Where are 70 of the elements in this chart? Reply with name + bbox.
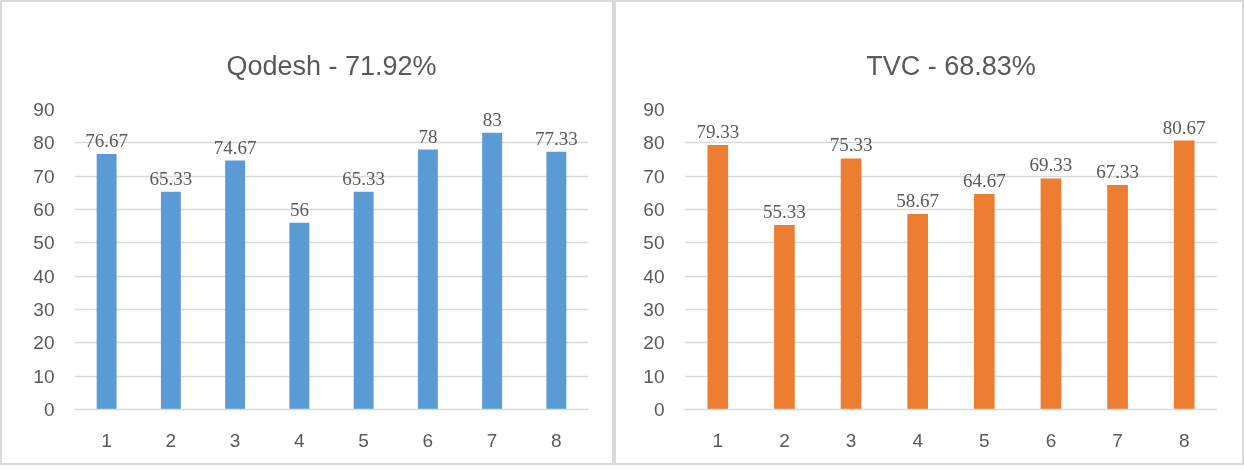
x-tick-label: 8 (1178, 429, 1190, 451)
data-label: 64.67 (962, 169, 1006, 191)
bar (225, 160, 246, 410)
bar (160, 191, 181, 410)
bar (840, 158, 862, 410)
bar (1040, 178, 1062, 410)
x-tick-label: 6 (1045, 429, 1057, 451)
y-tick-label: 60 (33, 199, 55, 220)
x-tick-label: 5 (358, 429, 369, 451)
y-tick-label: 60 (643, 199, 665, 220)
data-label: 76.67 (85, 129, 128, 151)
x-tick-label: 1 (712, 429, 724, 451)
y-tick-label: 90 (643, 99, 665, 120)
chart-title: TVC - 68.83% (866, 50, 1036, 81)
bar (973, 193, 995, 410)
bar (907, 213, 929, 410)
y-tick-label: 70 (33, 165, 55, 187)
data-label: 55.33 (763, 201, 806, 223)
bar (96, 153, 117, 410)
y-tick-label: 10 (33, 365, 55, 387)
y-tick-label: 20 (33, 332, 55, 354)
data-label: 58.67 (896, 189, 940, 211)
data-label: 74.67 (213, 136, 257, 158)
y-tick-label: 40 (33, 265, 55, 287)
x-tick-label: 7 (1112, 429, 1123, 451)
y-tick-label: 30 (643, 299, 665, 320)
y-tick-label: 80 (643, 132, 665, 154)
x-tick-label: 3 (845, 429, 857, 451)
chart-title: Qodesh - 71.92% (226, 50, 437, 81)
bar (546, 151, 567, 410)
data-label: 65.33 (342, 167, 385, 189)
y-tick-label: 50 (643, 232, 665, 254)
data-label: 56 (289, 198, 309, 220)
y-tick-label: 80 (33, 132, 55, 154)
data-label: 65.33 (149, 167, 193, 189)
bar (707, 145, 729, 410)
data-label: 78 (418, 125, 438, 147)
bar (482, 132, 503, 410)
data-label: 67.33 (1096, 161, 1139, 183)
data-label: 83 (482, 108, 502, 130)
bar (289, 222, 310, 410)
x-tick-label: 4 (294, 429, 306, 451)
x-tick-label: 2 (779, 429, 790, 451)
y-tick-label: 0 (653, 399, 665, 420)
y-tick-label: 0 (43, 399, 55, 420)
y-tick-label: 40 (643, 265, 665, 287)
data-label: 80.67 (1162, 116, 1206, 138)
bar (774, 225, 795, 410)
x-tick-label: 2 (165, 429, 177, 451)
data-label: 79.33 (696, 121, 740, 143)
x-tick-label: 8 (551, 429, 562, 451)
x-tick-label: 4 (912, 429, 924, 451)
x-tick-label: 6 (422, 429, 434, 451)
y-tick-label: 30 (33, 299, 55, 320)
y-tick-label: 10 (643, 365, 665, 387)
y-tick-label: 70 (643, 165, 665, 187)
y-tick-label: 50 (33, 232, 55, 254)
y-tick-label: 20 (643, 332, 665, 354)
bar (1173, 140, 1195, 410)
x-tick-label: 7 (486, 429, 498, 451)
data-label: 75.33 (829, 134, 873, 156)
data-label: 69.33 (1029, 154, 1073, 176)
bar (353, 191, 374, 410)
bar (417, 149, 438, 410)
x-tick-label: 1 (101, 429, 112, 451)
data-label: 77.33 (535, 127, 578, 149)
x-tick-label: 3 (229, 429, 241, 451)
y-tick-label: 90 (33, 99, 55, 120)
x-tick-label: 5 (979, 429, 990, 451)
bar (1107, 185, 1128, 410)
